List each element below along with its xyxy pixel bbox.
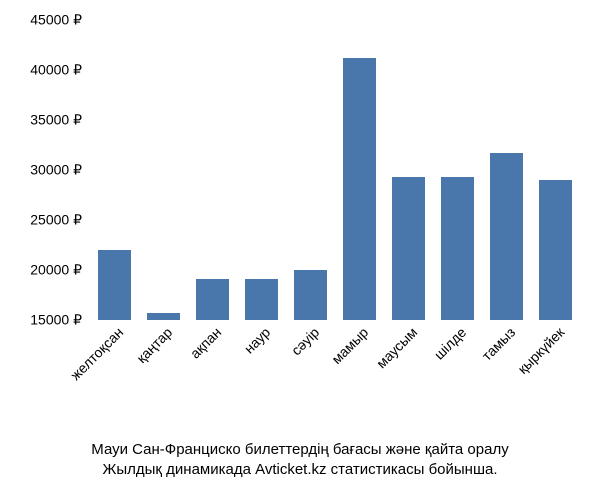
bar-slot bbox=[188, 20, 237, 320]
y-tick-label: 40000 ₽ bbox=[30, 62, 82, 79]
y-tick-label: 45000 ₽ bbox=[30, 12, 82, 29]
y-tick-label: 35000 ₽ bbox=[30, 112, 82, 129]
price-bar-chart: 15000 ₽ 20000 ₽ 25000 ₽ 30000 ₽ 35000 ₽ 40000… bbox=[0, 0, 600, 500]
bars-container bbox=[90, 20, 580, 320]
x-label-slot: қаңтар bbox=[139, 324, 188, 444]
bar-slot bbox=[433, 20, 482, 320]
bar bbox=[98, 250, 131, 320]
x-tick-label: наур bbox=[240, 324, 273, 357]
y-tick-label: 25000 ₽ bbox=[30, 212, 82, 229]
bar-slot bbox=[384, 20, 433, 320]
x-label-slot: мамыр bbox=[335, 324, 384, 444]
x-label-slot: шілде bbox=[433, 324, 482, 444]
bar bbox=[490, 153, 523, 320]
chart-caption: Мауи Сан-Франциско билеттердің бағасы жә… bbox=[0, 440, 600, 481]
plot-area bbox=[90, 20, 580, 320]
y-axis: 15000 ₽20000 ₽25000 ₽30000 ₽35000 ₽40000… bbox=[0, 20, 88, 320]
bar bbox=[147, 313, 180, 320]
bar-slot bbox=[237, 20, 286, 320]
bar-slot bbox=[531, 20, 580, 320]
x-tick-label: мамыр bbox=[328, 324, 371, 367]
x-axis-labels: желтоқсанқаңтарақпаннаурсәуірмамырмаусым… bbox=[90, 324, 580, 444]
x-label-slot: ақпан bbox=[188, 324, 237, 444]
caption-line-1: Мауи Сан-Франциско билеттердің бағасы жә… bbox=[0, 440, 600, 460]
bar bbox=[245, 279, 278, 320]
bar-slot bbox=[139, 20, 188, 320]
caption-line-2: Жылдық динамикада Avticket.kz статистика… bbox=[0, 460, 600, 480]
y-tick-label: 15000 ₽ bbox=[30, 312, 82, 329]
x-tick-label: желтоқсан bbox=[67, 324, 126, 383]
bar bbox=[392, 177, 425, 320]
bar-slot bbox=[335, 20, 384, 320]
bar bbox=[539, 180, 572, 320]
x-tick-label: қаңтар bbox=[133, 324, 175, 366]
x-label-slot: сәуір bbox=[286, 324, 335, 444]
x-label-slot: желтоқсан bbox=[90, 324, 139, 444]
bar bbox=[294, 270, 327, 320]
x-label-slot: тамыз bbox=[482, 324, 531, 444]
bar-slot bbox=[90, 20, 139, 320]
x-label-slot: қыркүйек bbox=[531, 324, 580, 444]
bar-slot bbox=[286, 20, 335, 320]
x-label-slot: маусым bbox=[384, 324, 433, 444]
y-tick-label: 30000 ₽ bbox=[30, 162, 82, 179]
bar bbox=[196, 279, 229, 320]
y-tick-label: 20000 ₽ bbox=[30, 262, 82, 279]
bar-slot bbox=[482, 20, 531, 320]
x-tick-label: ақпан bbox=[186, 324, 223, 361]
x-tick-label: шілде bbox=[430, 324, 469, 363]
x-label-slot: наур bbox=[237, 324, 286, 444]
bar bbox=[343, 58, 376, 320]
x-tick-label: сәуір bbox=[287, 324, 321, 358]
bar bbox=[441, 177, 474, 320]
x-tick-label: тамыз bbox=[478, 324, 518, 364]
